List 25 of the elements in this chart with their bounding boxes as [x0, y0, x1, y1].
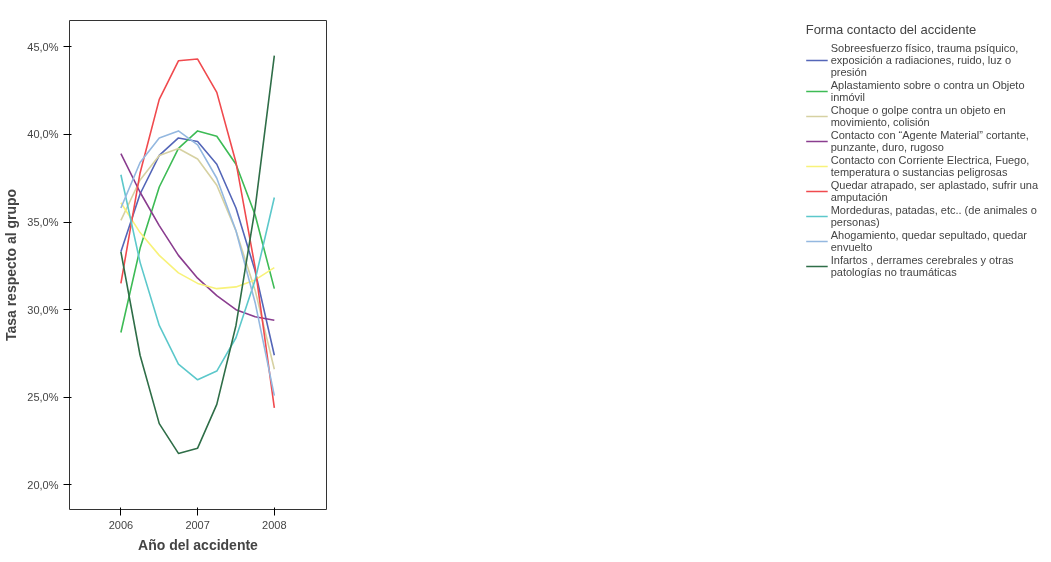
legend-label: Contacto con “Agente Material” cortante, punzante, duro, rugoso [830, 129, 1029, 153]
line-series [120, 130, 276, 397]
legend-label: Quedar atrapado, ser aplastado, sufrir una amputación [830, 179, 1038, 203]
x-tick-label: 2007 [185, 518, 210, 531]
x-tick-label: 2006 [108, 518, 134, 531]
legend-label: Infartos , derrames cerebrales y otras patologías no traumáticas [830, 254, 1014, 278]
y-axis-title: Tasa respecto al grupo [3, 188, 20, 342]
x-tick-label: 2008 [262, 518, 287, 531]
y-tick-label: 35,0% [27, 216, 59, 229]
legend-label: Ahogamiento, quedar sepultado, quedar envuelto [830, 229, 1028, 253]
line-series [120, 173, 276, 381]
y-tick-label: 40,0% [27, 128, 59, 141]
line-series [120, 152, 276, 322]
y-tick-label: 20,0% [27, 478, 59, 491]
y-tick-label: 45,0% [27, 40, 59, 53]
legend-label: Mordeduras, patadas, etc.. (de animales o personas) [830, 204, 1037, 228]
legend-label: Choque o golpe contra un objeto en movimiento, colisión [830, 104, 1006, 128]
y-tick-label: 25,0% [27, 391, 59, 404]
legend-label: Sobreesfuerzo físico, trauma psíquico, exposición a radiaciones, ruido, luz o presión [830, 42, 1019, 78]
legend-title: Forma contacto del accidente [805, 22, 978, 37]
line-series [120, 201, 276, 290]
y-tick-label: 30,0% [27, 303, 59, 316]
legend-label: Contacto con Corriente Electrica, Fuego, temperatura o sustancias peligrosas [830, 154, 1030, 178]
legend-label: Aplastamiento sobre o contra un Objeto inmóvil [830, 79, 1025, 103]
x-axis-title: Año del accidente [138, 536, 259, 553]
